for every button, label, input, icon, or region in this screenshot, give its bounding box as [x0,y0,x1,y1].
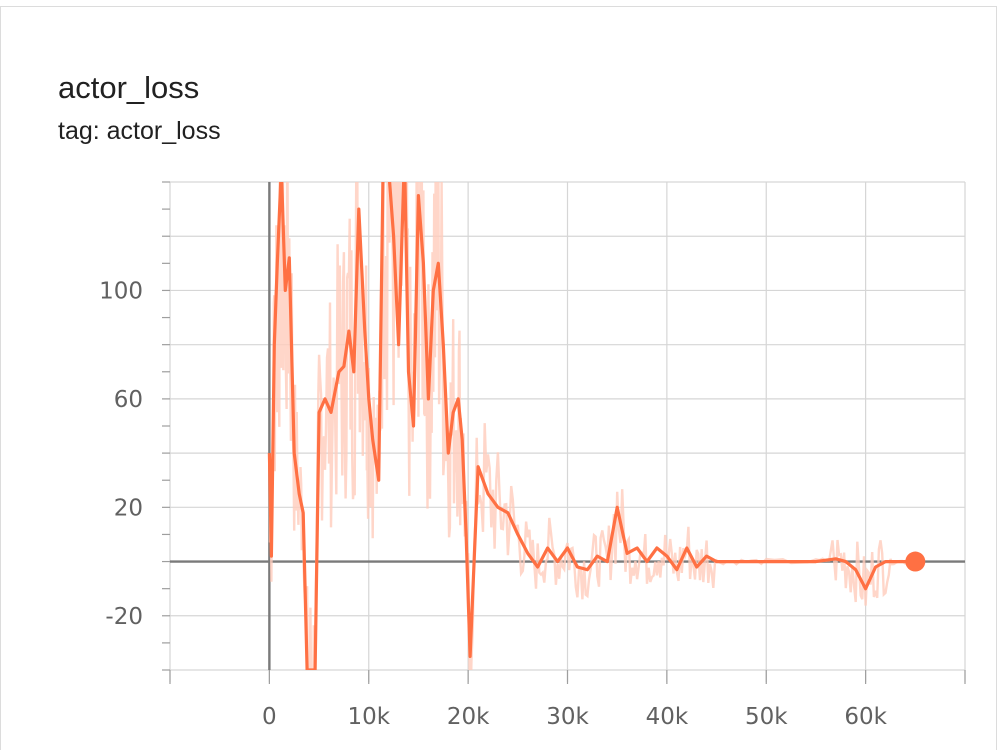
x-tick-label: 40k [646,704,689,730]
chart-title: actor_loss [58,70,200,105]
x-tick-label: 50k [745,704,788,730]
chart-subtitle: tag: actor_loss [58,117,221,145]
x-tick-label: 60k [844,704,887,730]
chart-card [0,6,997,750]
y-tick-label: 20 [114,495,143,521]
x-tick-label: 30k [546,704,589,730]
last-point-marker [905,551,926,572]
x-tick-label: 10k [347,704,390,730]
x-tick-label: 0 [262,704,277,730]
tick-labels: 0 10k 20k 30k 40k 50k 60k 100 60 20 -20 [99,278,888,730]
smoothed-series-line [267,182,916,670]
x-tick-label: 20k [447,704,490,730]
y-tick-label: 60 [114,387,143,413]
raw-series-line [268,182,913,670]
y-tick-label: -20 [105,604,143,630]
series-group [267,182,916,670]
y-tick-label: 100 [99,278,143,304]
